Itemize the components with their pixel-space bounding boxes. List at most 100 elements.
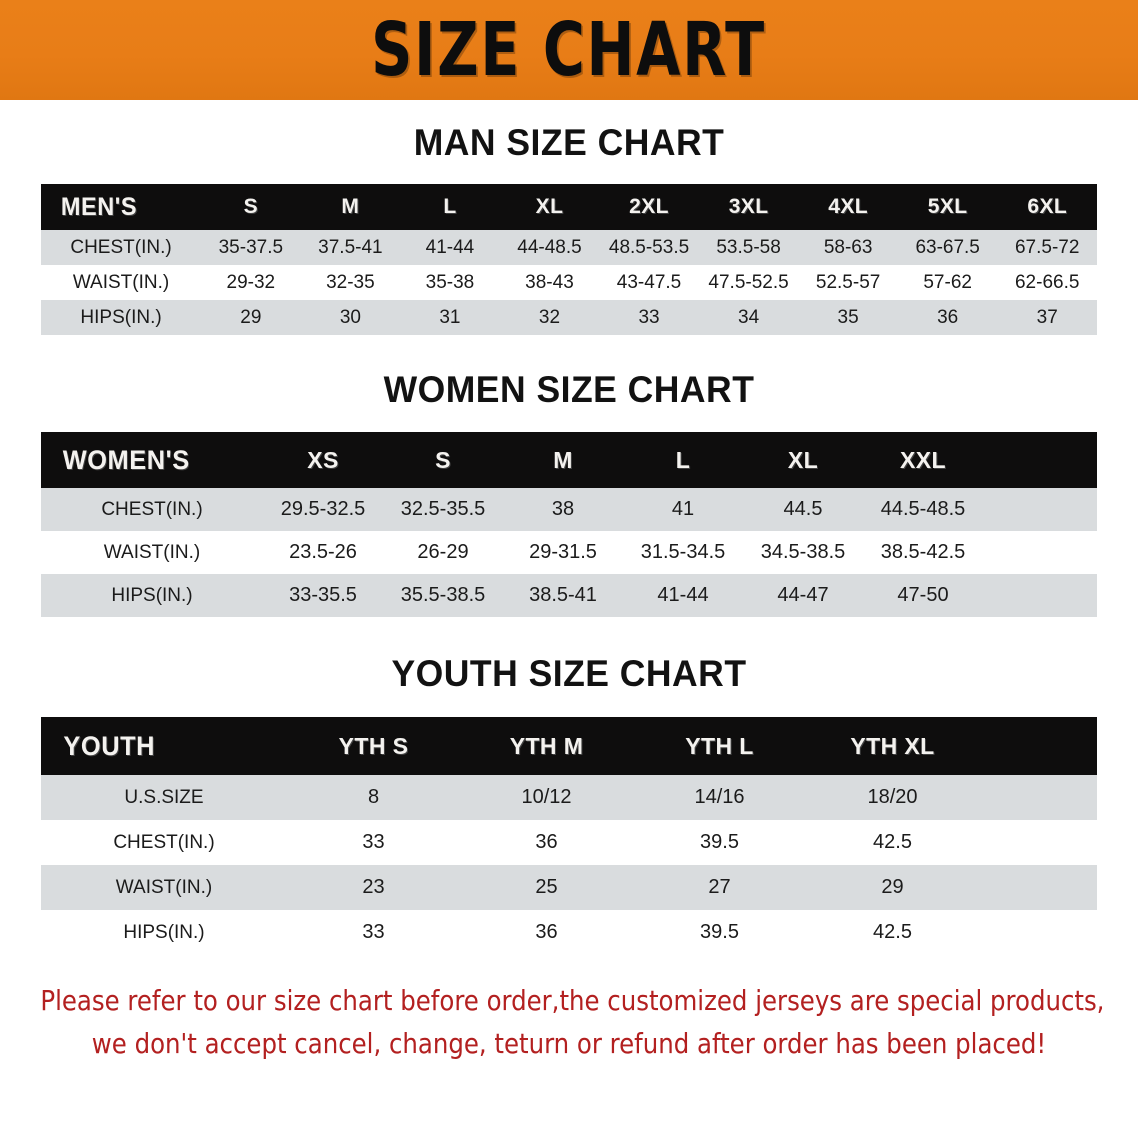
youth-hips-xl: 42.5	[873, 921, 912, 943]
man-hips-s: 29	[240, 306, 262, 328]
man-size-table-wrapper: MEN'S S M L XL 2XL 3XL 4XL 5XL 6XL CHEST…	[41, 184, 1097, 335]
youth-hips-s: 33	[362, 921, 385, 943]
man-header-l: L	[443, 195, 457, 218]
women-hips-l: 41-44	[657, 584, 709, 606]
women-header-spacer	[983, 432, 1097, 488]
youth-header-yth-s: YTH S	[338, 732, 409, 759]
man-hips-2xl: 33	[638, 306, 660, 328]
youth-waist-xl: 29	[881, 876, 904, 898]
women-hips-s: 35.5-38.5	[400, 584, 486, 606]
man-waist-3xl: 47.5-52.5	[708, 271, 789, 293]
man-header-5xl: 5XL	[927, 195, 968, 218]
youth-us-size-xl: 18/20	[867, 786, 918, 808]
women-header-m: M	[553, 446, 573, 473]
man-waist-s: 29-32	[226, 271, 276, 293]
youth-us-size-l: 14/16	[694, 786, 745, 808]
man-header-xl: XL	[535, 195, 564, 218]
man-waist-2xl: 43-47.5	[616, 271, 682, 293]
women-size-table-wrapper: WOMEN'S XS S M L XL XXL CHEST(IN.) 29.5-…	[41, 432, 1097, 617]
youth-header-spacer	[979, 717, 1097, 775]
man-waist-m: 32-35	[326, 271, 375, 293]
table-row: WAIST(IN.) 23.5-26 26-29 29-31.5 31.5-34…	[41, 531, 1097, 574]
women-chest-s: 32.5-35.5	[400, 498, 486, 520]
youth-table-header-row: YOUTH YTH S YTH M YTH L YTH XL	[41, 717, 1097, 775]
page-title: SIZE CHART	[371, 7, 767, 93]
women-chest-m: 38	[551, 498, 575, 520]
women-header-xxl: XXL	[900, 446, 946, 473]
man-chest-6xl: 67.5-72	[1014, 236, 1080, 258]
youth-us-size-s: 8	[367, 786, 380, 808]
youth-waist-l: 27	[708, 876, 731, 898]
women-chest-l: 41	[671, 498, 695, 520]
man-chest-m: 37.5-41	[318, 236, 383, 258]
youth-chest-s: 33	[362, 831, 385, 853]
women-header-s: S	[435, 446, 451, 473]
table-row: U.S.SIZE 8 10/12 14/16 18/20	[41, 775, 1097, 820]
women-hips-xl: 44-47	[777, 584, 829, 606]
youth-waist-m: 25	[535, 876, 558, 898]
youth-waist-s: 23	[362, 876, 385, 898]
youth-hips-spacer	[979, 910, 1097, 955]
man-hips-3xl: 34	[738, 306, 760, 328]
youth-size-table: YOUTH YTH S YTH M YTH L YTH XL U.S.SIZE …	[41, 717, 1097, 955]
man-header-6xl: 6XL	[1027, 195, 1068, 218]
women-chest-spacer	[983, 488, 1097, 531]
man-hips-xl: 32	[538, 306, 561, 328]
man-size-table: MEN'S S M L XL 2XL 3XL 4XL 5XL 6XL CHEST…	[41, 184, 1097, 335]
women-chest-xxl: 44.5-48.5	[880, 498, 966, 520]
man-waist-4xl: 52.5-57	[815, 271, 881, 293]
women-hips-spacer	[983, 574, 1097, 617]
women-row-label-chest: CHEST(IN.)	[101, 498, 203, 520]
table-row: HIPS(IN.) 29 30 31 32 33 34 35 36 37	[41, 300, 1097, 335]
youth-header-rowlabel: YOUTH	[63, 730, 156, 761]
women-waist-s: 26-29	[417, 541, 469, 563]
youth-row-label-hips: HIPS(IN.)	[123, 921, 205, 943]
women-waist-xxl: 38.5-42.5	[880, 541, 966, 563]
youth-row-label-us-size: U.S.SIZE	[124, 786, 204, 808]
man-row-label-waist: WAIST(IN.)	[72, 271, 170, 293]
table-row: CHEST(IN.) 29.5-32.5 32.5-35.5 38 41 44.…	[41, 488, 1097, 531]
women-hips-xxl: 47-50	[897, 584, 949, 606]
man-header-s: S	[243, 195, 259, 218]
women-header-xl: XL	[787, 446, 819, 473]
man-chest-5xl: 63-67.5	[915, 236, 980, 258]
youth-header-yth-l: YTH L	[685, 732, 754, 759]
women-hips-xs: 33-35.5	[289, 584, 357, 606]
women-waist-spacer	[983, 531, 1097, 574]
man-waist-6xl: 62-66.5	[1014, 271, 1080, 293]
man-chest-3xl: 53.5-58	[716, 236, 781, 258]
man-waist-l: 35-38	[425, 271, 475, 293]
youth-hips-l: 39.5	[700, 921, 739, 943]
youth-row-label-chest: CHEST(IN.)	[113, 831, 215, 853]
man-header-rowlabel: MEN'S	[60, 192, 138, 221]
man-chest-l: 41-44	[425, 236, 475, 258]
table-row: HIPS(IN.) 33-35.5 35.5-38.5 38.5-41 41-4…	[41, 574, 1097, 617]
man-header-m: M	[341, 195, 360, 218]
man-header-2xl: 2XL	[629, 195, 669, 218]
page-banner: SIZE CHART	[0, 0, 1138, 100]
women-header-rowlabel: WOMEN'S	[62, 444, 190, 475]
youth-chest-l: 39.5	[700, 831, 739, 853]
women-waist-xl: 34.5-38.5	[760, 541, 846, 563]
youth-row-label-waist: WAIST(IN.)	[115, 876, 213, 898]
man-hips-5xl: 36	[937, 306, 959, 328]
man-section-title: MAN SIZE CHART	[413, 122, 725, 163]
youth-chest-xl: 42.5	[873, 831, 912, 853]
women-section-title: WOMEN SIZE CHART	[383, 369, 755, 410]
man-waist-5xl: 57-62	[923, 271, 972, 293]
women-table-header-row: WOMEN'S XS S M L XL XXL	[41, 432, 1097, 488]
man-header-3xl: 3XL	[728, 195, 769, 218]
man-hips-l: 31	[439, 306, 461, 328]
man-row-label-chest: CHEST(IN.)	[70, 236, 172, 258]
table-row: CHEST(IN.) 33 36 39.5 42.5	[41, 820, 1097, 865]
women-hips-m: 38.5-41	[529, 584, 597, 606]
man-table-header-row: MEN'S S M L XL 2XL 3XL 4XL 5XL 6XL	[41, 184, 1097, 230]
man-chest-xl: 44-48.5	[517, 236, 582, 258]
table-row: WAIST(IN.) 23 25 27 29	[41, 865, 1097, 910]
women-waist-l: 31.5-34.5	[640, 541, 726, 563]
youth-chest-m: 36	[535, 831, 558, 853]
women-header-xs: XS	[307, 446, 339, 473]
youth-header-yth-xl: YTH XL	[850, 732, 935, 759]
disclaimer-line-2: we don't accept cancel, change, teturn o…	[91, 1027, 1047, 1061]
women-chest-xs: 29.5-32.5	[280, 498, 366, 520]
